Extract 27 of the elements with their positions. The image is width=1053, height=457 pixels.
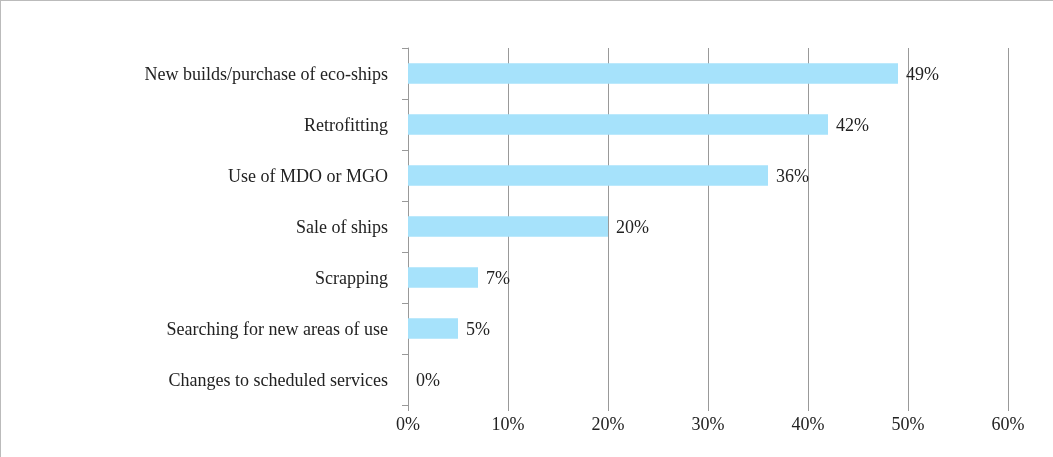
data-label: 7%: [486, 267, 510, 288]
data-label: 42%: [836, 114, 869, 135]
y-tick-label: Use of MDO or MGO: [228, 165, 388, 186]
y-tick-label: Changes to scheduled services: [168, 369, 388, 390]
x-tick-label: 20%: [591, 414, 625, 434]
y-tick-label: Sale of ships: [296, 216, 388, 237]
data-label: 0%: [416, 369, 440, 390]
x-tick-label: 0%: [396, 414, 420, 434]
x-tick-label: 30%: [691, 414, 725, 434]
bar: [408, 267, 478, 288]
y-tick-label: New builds/purchase of eco-ships: [144, 63, 388, 84]
x-tick-label: 50%: [891, 414, 925, 434]
y-tick-label: Retrofitting: [304, 114, 388, 135]
bar: [408, 165, 768, 186]
y-tick-label: Searching for new areas of use: [166, 318, 389, 339]
x-tick-label: 10%: [491, 414, 525, 434]
bar: [408, 216, 608, 237]
data-label: 20%: [616, 216, 649, 237]
data-label: 36%: [776, 165, 809, 186]
bar: [408, 63, 898, 84]
bar: [408, 114, 828, 135]
data-label: 5%: [466, 318, 490, 339]
bar: [408, 318, 458, 339]
x-tick-label: 60%: [991, 414, 1025, 434]
data-label: 49%: [906, 63, 939, 84]
y-tick-label: Scrapping: [315, 267, 388, 288]
x-tick-label: 40%: [791, 414, 825, 434]
